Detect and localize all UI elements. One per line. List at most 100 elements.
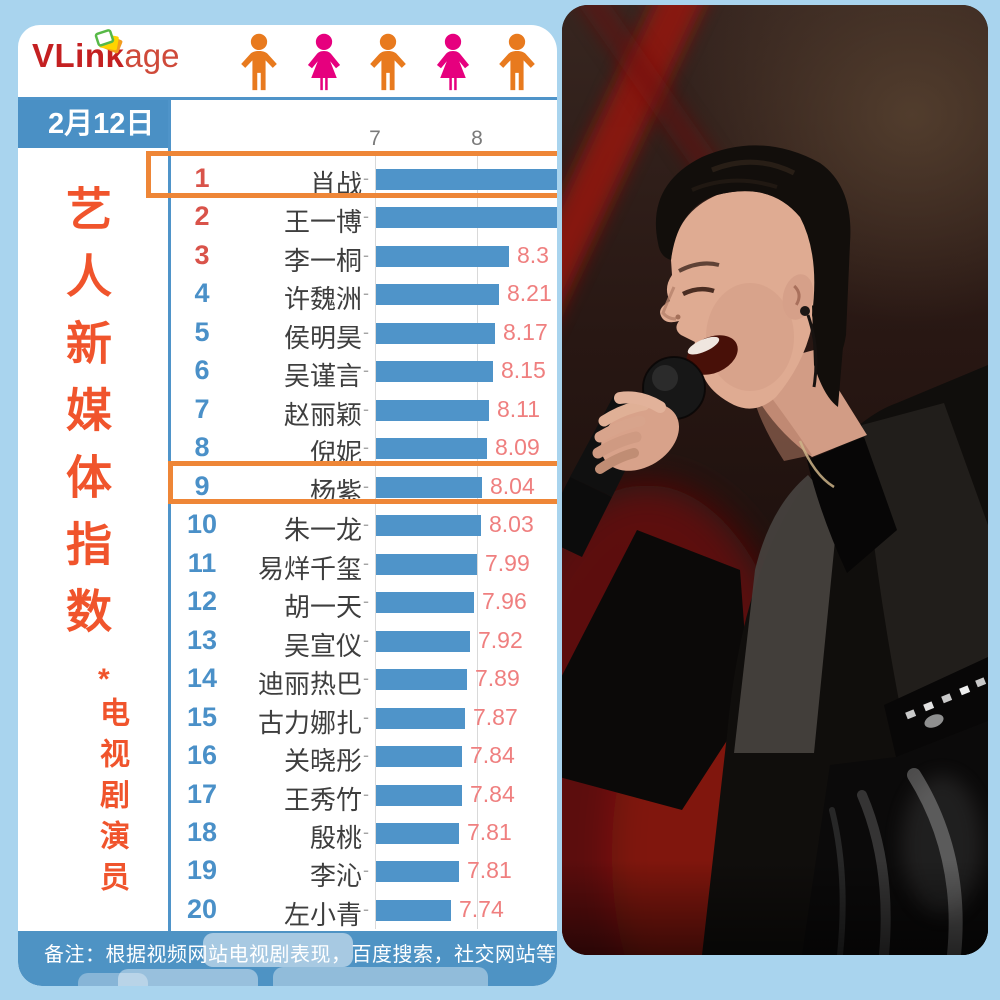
chart-row: 16 关晓彤 - 7.84	[18, 737, 557, 777]
index-value: 8.03	[489, 511, 534, 538]
rank-number: 9	[194, 470, 210, 501]
rank-number: 18	[186, 816, 218, 847]
index-value: 8.15	[501, 357, 546, 384]
performer-photo-art	[562, 5, 988, 955]
category-tick-dash: -	[363, 745, 369, 766]
performer-photo	[562, 5, 988, 955]
gridline-8	[477, 153, 478, 929]
vertical-title: 艺人新媒体指数	[60, 185, 112, 654]
artist-name: 杨紫	[309, 476, 362, 507]
logo-text-light: age	[124, 37, 180, 74]
category-tick-dash: -	[363, 475, 369, 496]
index-value: 8.04	[490, 472, 535, 499]
index-bar	[376, 630, 470, 652]
rank-number: 20	[186, 893, 218, 924]
chart-row: 19 李沁 - 7.81	[18, 852, 557, 891]
chart-row: 14 迪丽热巴 - 7.89	[18, 660, 557, 700]
index-value: 8.21	[507, 280, 552, 307]
index-bar	[376, 207, 557, 229]
rank-number: 2	[194, 201, 210, 232]
artist-name: 李一桐	[283, 245, 362, 276]
category-tick-dash: -	[363, 591, 369, 612]
person-female-icon	[428, 33, 478, 100]
footer-note-bar: 备注：根据视频网站电视剧表现，百度搜索，社交网站等昨日	[18, 931, 557, 986]
necklace	[798, 440, 835, 489]
artist-name: 迪丽热巴	[257, 669, 362, 700]
category-tick-dash: -	[363, 860, 369, 881]
date-badge: 2月12日	[18, 100, 168, 148]
rank-number: 17	[186, 778, 218, 809]
artist-name: 许魏洲	[283, 284, 362, 315]
index-bar	[376, 822, 459, 844]
chart-row: 5 侯明昊 - 8.17	[18, 314, 557, 353]
index-bar	[376, 669, 467, 691]
rank-number: 16	[186, 740, 218, 771]
rank-number: 14	[186, 663, 218, 694]
artist-name: 王秀竹	[283, 784, 362, 815]
index-value: 7.84	[470, 742, 515, 769]
chart-row: 4 许魏洲 - 8.21	[18, 275, 557, 315]
index-value: 7.87	[473, 703, 518, 730]
chart-row: 18 殷桃 - 7.81	[18, 814, 557, 853]
artist-name: 肖战	[309, 169, 362, 199]
artist-name: 赵丽颖	[283, 399, 362, 430]
earpiece	[800, 306, 810, 316]
chart-left-border-line	[168, 97, 171, 931]
chart-row: 8 倪妮 - 8.09	[18, 429, 557, 469]
artist-name: 侯明昊	[283, 322, 362, 353]
index-value: 7.99	[485, 549, 530, 576]
watermark-blur	[273, 967, 488, 986]
chart-row: 17 王秀竹 - 7.84	[18, 776, 557, 815]
index-bar	[376, 169, 557, 190]
header-divider-line	[18, 97, 557, 100]
person-female-icon	[299, 33, 349, 100]
index-value: 8.3	[517, 241, 549, 268]
belt	[884, 657, 988, 757]
category-tick-dash: -	[363, 321, 369, 342]
index-bar	[376, 707, 465, 729]
index-value: 7.81	[467, 818, 512, 845]
category-tick-dash: -	[363, 629, 369, 650]
person-male-icon	[492, 33, 542, 100]
ranking-card: VLinkage 2月12日 艺人新媒体指数 * 电视剧演员 7 8 1 肖战 -2…	[18, 25, 557, 986]
chart-row: 6 吴谨言 - 8.15	[18, 352, 557, 391]
index-bar	[376, 899, 451, 921]
vertical-subtitle: 电视剧演员	[95, 697, 128, 902]
category-tick-dash: -	[363, 668, 369, 689]
rank-number: 11	[187, 547, 217, 578]
index-bar	[376, 592, 474, 614]
artist-name: 王一博	[283, 207, 362, 238]
artist-name: 关晓彤	[283, 746, 362, 777]
rank-number: 13	[186, 624, 218, 655]
people-icons-row	[234, 33, 542, 100]
artist-name: 倪妮	[309, 438, 362, 469]
category-tick-dash: -	[363, 552, 369, 573]
chart-row: 7 赵丽颖 - 8.11	[18, 391, 557, 430]
index-bar	[376, 438, 487, 460]
category-tick-dash: -	[363, 514, 369, 535]
artist-name: 吴宣仪	[283, 630, 362, 661]
chart-row: 1 肖战 -	[18, 160, 557, 199]
x-axis-tick-8: 8	[471, 127, 483, 150]
rank-number: 5	[194, 316, 210, 347]
rank-number: 1	[194, 163, 210, 193]
rank-number: 15	[186, 701, 218, 732]
chart-row: 2 王一博 -	[18, 198, 557, 238]
chart-row: 20 左小青 - 7.74	[18, 891, 557, 930]
chart-row: 15 古力娜扎 - 7.87	[18, 699, 557, 738]
index-bar	[376, 476, 482, 498]
vlinkage-logo: VLinkage	[32, 29, 180, 89]
index-value: 8.11	[497, 395, 541, 422]
category-tick-dash: -	[363, 168, 369, 188]
index-value: 7.89	[475, 665, 520, 692]
index-bar	[376, 515, 481, 537]
rank-number: 7	[194, 393, 210, 424]
chart-row: 13 吴宣仪 - 7.92	[18, 622, 557, 661]
index-bar	[376, 746, 462, 768]
index-value: 8.17	[503, 318, 548, 345]
hair	[655, 145, 851, 362]
index-bar	[376, 322, 495, 344]
gridline-7	[375, 153, 376, 929]
rank-number: 4	[194, 278, 210, 309]
